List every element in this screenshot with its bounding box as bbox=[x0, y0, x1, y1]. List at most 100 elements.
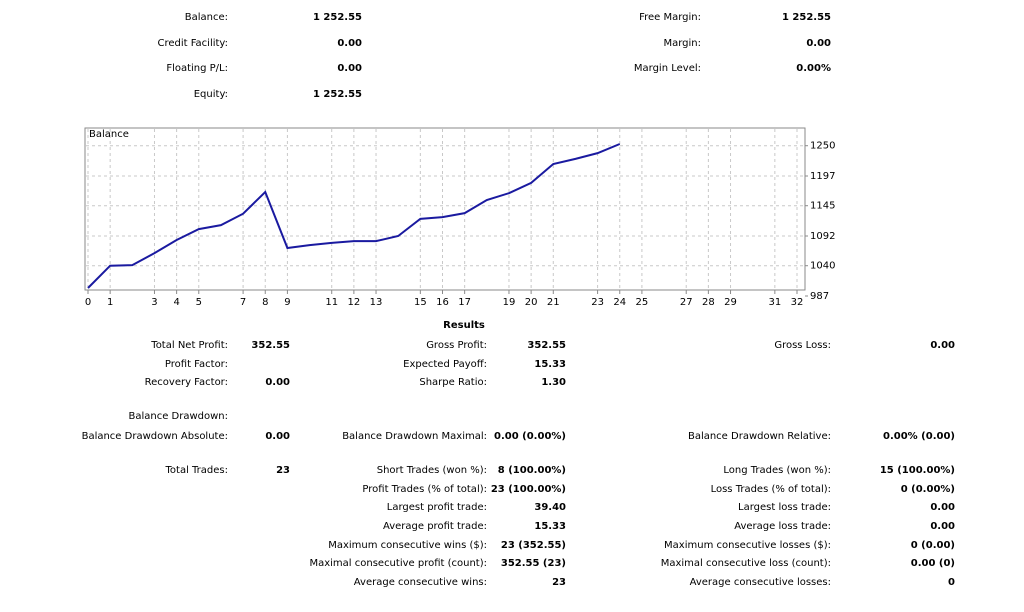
y-tick-label: 1145 bbox=[810, 201, 835, 212]
result-label: Average consecutive wins: bbox=[354, 577, 487, 588]
y-tick-label: 1040 bbox=[810, 261, 835, 272]
result-value: 0.00 bbox=[265, 377, 290, 388]
summary-value: 1 252.55 bbox=[313, 12, 362, 23]
x-tick-label: 3 bbox=[151, 297, 157, 308]
result-label: Profit Trades (% of total): bbox=[362, 484, 487, 495]
x-tick-label: 13 bbox=[370, 297, 383, 308]
result-label: Maximal consecutive profit (count): bbox=[309, 558, 487, 569]
result-value: 352.55 bbox=[251, 340, 290, 351]
x-tick-label: 25 bbox=[636, 297, 649, 308]
x-tick-label: 31 bbox=[768, 297, 781, 308]
result-label: Maximal consecutive loss (count): bbox=[661, 558, 831, 569]
x-tick-label: 9 bbox=[284, 297, 290, 308]
summary-label: Credit Facility: bbox=[157, 38, 228, 49]
x-tick-label: 4 bbox=[173, 297, 179, 308]
result-value: 0.00 bbox=[930, 521, 955, 532]
summary-label: Margin: bbox=[663, 38, 701, 49]
summary-label: Free Margin: bbox=[639, 12, 701, 23]
x-tick-label: 7 bbox=[240, 297, 246, 308]
result-value: 8 (100.00%) bbox=[498, 465, 566, 476]
result-label: Average loss trade: bbox=[734, 521, 831, 532]
result-value: 39.40 bbox=[534, 502, 566, 513]
result-value: 23 bbox=[552, 577, 566, 588]
result-label: Profit Factor: bbox=[165, 359, 228, 370]
y-tick-label: 987 bbox=[810, 291, 829, 302]
result-value: 0 (0.00) bbox=[911, 540, 955, 551]
result-value: 0.00 bbox=[265, 431, 290, 442]
summary-value: 0.00% bbox=[796, 63, 831, 74]
result-label: Long Trades (won %): bbox=[723, 465, 831, 476]
summary-label: Floating P/L: bbox=[166, 63, 228, 74]
result-value: 352.55 bbox=[527, 340, 566, 351]
result-label: Gross Loss: bbox=[774, 340, 831, 351]
summary-label: Equity: bbox=[194, 89, 228, 100]
result-value: 0 (0.00%) bbox=[901, 484, 955, 495]
result-label: Average profit trade: bbox=[383, 521, 487, 532]
summary-value: 1 252.55 bbox=[782, 12, 831, 23]
result-label: Sharpe Ratio: bbox=[419, 377, 487, 388]
y-tick-label: 1197 bbox=[810, 171, 835, 182]
chart-frame bbox=[84, 127, 806, 291]
x-tick-label: 8 bbox=[262, 297, 268, 308]
summary-value: 1 252.55 bbox=[313, 89, 362, 100]
result-value: 23 (352.55) bbox=[501, 540, 566, 551]
result-value: 0.00 bbox=[930, 502, 955, 513]
legend-label: Balance bbox=[89, 129, 129, 140]
results-title: Results bbox=[443, 320, 485, 331]
x-tick-label: 15 bbox=[414, 297, 427, 308]
x-tick-label: 11 bbox=[325, 297, 338, 308]
result-value: 15.33 bbox=[534, 359, 566, 370]
x-tick-label: 12 bbox=[348, 297, 361, 308]
result-label: Expected Payoff: bbox=[403, 359, 487, 370]
result-label: Short Trades (won %): bbox=[377, 465, 487, 476]
result-label: Recovery Factor: bbox=[145, 377, 228, 388]
result-label: Balance Drawdown Relative: bbox=[688, 431, 831, 442]
y-tick-label: 1092 bbox=[810, 231, 835, 242]
x-tick-label: 17 bbox=[458, 297, 471, 308]
summary-label: Balance: bbox=[185, 12, 228, 23]
result-value: 352.55 (23) bbox=[501, 558, 566, 569]
result-label: Balance Drawdown Absolute: bbox=[82, 431, 228, 442]
result-label: Maximum consecutive wins ($): bbox=[328, 540, 487, 551]
balance-line bbox=[87, 143, 621, 289]
result-value: 0 bbox=[948, 577, 955, 588]
x-tick-label: 28 bbox=[702, 297, 715, 308]
result-value: 0.00 bbox=[930, 340, 955, 351]
summary-label: Margin Level: bbox=[634, 63, 701, 74]
result-label: Average consecutive losses: bbox=[690, 577, 831, 588]
summary-value: 0.00 bbox=[337, 38, 362, 49]
x-tick-label: 29 bbox=[724, 297, 737, 308]
result-value: 15 (100.00%) bbox=[880, 465, 955, 476]
x-tick-label: 5 bbox=[196, 297, 202, 308]
summary-value: 0.00 bbox=[806, 38, 831, 49]
x-tick-label: 32 bbox=[791, 297, 804, 308]
result-value: 15.33 bbox=[534, 521, 566, 532]
result-label: Total Net Profit: bbox=[150, 340, 228, 351]
result-label: Balance Drawdown: bbox=[128, 411, 228, 422]
summary-value: 0.00 bbox=[337, 63, 362, 74]
result-value: 23 (100.00%) bbox=[491, 484, 566, 495]
result-value: 0.00% (0.00) bbox=[883, 431, 955, 442]
x-tick-label: 20 bbox=[525, 297, 538, 308]
x-tick-label: 24 bbox=[613, 297, 626, 308]
result-value: 0.00 (0) bbox=[911, 558, 955, 569]
result-label: Balance Drawdown Maximal: bbox=[342, 431, 487, 442]
x-tick-label: 19 bbox=[503, 297, 516, 308]
x-tick-label: 27 bbox=[680, 297, 693, 308]
result-label: Maximum consecutive losses ($): bbox=[664, 540, 831, 551]
x-tick-label: 16 bbox=[436, 297, 449, 308]
x-tick-label: 23 bbox=[591, 297, 604, 308]
y-tick-label: 1250 bbox=[810, 141, 835, 152]
result-value: 23 bbox=[276, 465, 290, 476]
result-label: Loss Trades (% of total): bbox=[711, 484, 831, 495]
x-tick-label: 0 bbox=[85, 297, 91, 308]
result-label: Largest loss trade: bbox=[738, 502, 831, 513]
result-value: 0.00 (0.00%) bbox=[494, 431, 566, 442]
result-value: 1.30 bbox=[541, 377, 566, 388]
x-tick-label: 1 bbox=[107, 297, 113, 308]
result-label: Gross Profit: bbox=[426, 340, 487, 351]
result-label: Largest profit trade: bbox=[387, 502, 487, 513]
result-label: Total Trades: bbox=[165, 465, 229, 476]
